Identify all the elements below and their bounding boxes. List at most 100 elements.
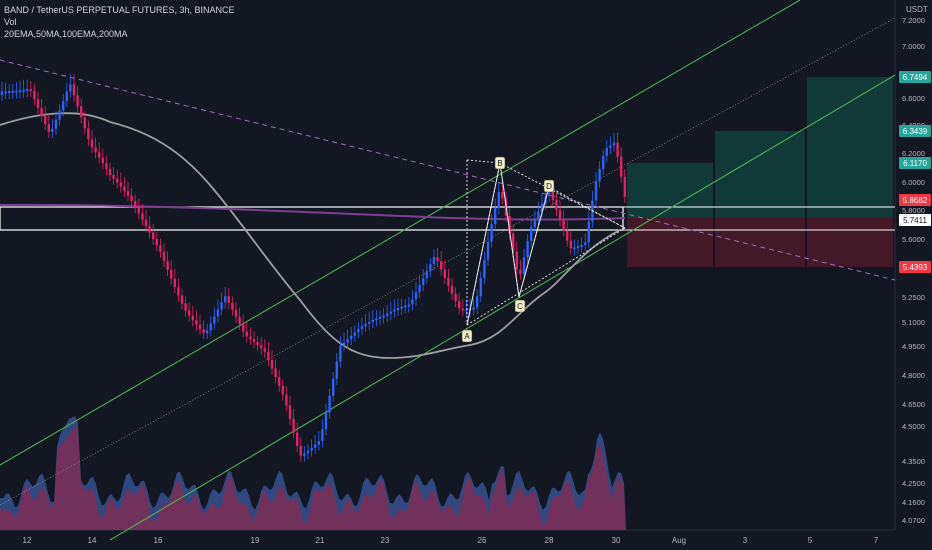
candle-body [497,192,500,209]
time-tick: 26 [478,536,487,545]
price-tick: 5.2500 [902,293,925,302]
time-tick: 30 [612,536,621,545]
candle-body [360,326,364,329]
candle-body [576,246,580,249]
candle-body [537,211,540,220]
candle-body [616,142,619,157]
candle-body [263,348,266,352]
candlesticks[interactable] [0,74,626,462]
time-tick: 28 [545,536,554,545]
candle-body [486,241,490,260]
candle-body [29,89,32,92]
candle-body [332,378,335,396]
candle-body [371,319,374,322]
candle-body [278,377,281,386]
candle-body [573,247,576,250]
candle-body [605,148,608,156]
candle-body [346,339,349,343]
candle-body [321,429,324,442]
time-tick: 19 [251,536,260,545]
candle-body [137,207,140,214]
position-zones[interactable] [627,77,893,267]
candle-body [36,99,40,108]
candle-body [317,441,320,445]
candle-body [44,116,47,125]
price-marker [899,71,931,83]
candle-body [33,90,36,100]
candle-body [494,208,497,225]
candle-body [526,240,529,258]
volume-legend[interactable]: Vol [4,17,17,27]
price-tick: 6.0000 [902,178,925,187]
channel-mid[interactable] [0,17,896,506]
candle-body [515,251,518,270]
candle-body [411,299,414,305]
pattern-point-label: C [517,302,523,311]
candle-body [519,269,522,275]
candle-body [69,84,72,92]
candle-body [458,301,461,309]
candle-body [382,315,385,318]
channel-lower[interactable] [109,74,896,541]
indicators-legend[interactable]: 20EMA,50MA,100EMA,200MA [4,29,128,39]
symbol-title[interactable]: BAND / TetherUS PERPETUAL FUTURES, 3h, B… [4,5,235,15]
stop-zone-2[interactable] [715,218,805,267]
downtrend-line[interactable] [0,59,896,281]
candle-body [612,142,616,146]
stop-zone-3[interactable] [807,218,893,267]
price-tick: 6.2000 [902,149,925,158]
abcd-pattern[interactable] [466,159,626,326]
price-tick: 4.9500 [902,342,925,351]
candle-body [404,305,407,308]
time-tick: 3 [743,536,748,545]
candle-body [11,90,14,93]
channel-upper[interactable] [0,0,801,466]
price-axis-currency: USDT [906,5,928,14]
candle-body [256,341,259,345]
price-marker-label: 6.3439 [903,127,928,136]
candle-body [425,271,428,279]
price-tick: 4.6500 [902,400,925,409]
pattern-point-d [543,179,555,193]
candle-body [270,359,274,369]
candle-body [98,152,101,158]
chart-legend: BAND / TetherUS PERPETUAL FUTURES, 3h, B… [4,4,235,40]
candle-body [465,309,468,312]
candle-body [393,309,396,312]
candle-body [4,91,7,94]
candle-body [454,293,457,302]
candle-body [533,219,536,228]
price-marker [899,214,931,226]
candle-body [522,257,526,275]
price-marker-label: 6.1170 [903,159,927,168]
candle-body [342,342,346,346]
candle-body [76,95,79,107]
candle-body [407,304,410,307]
candle-body [238,316,241,324]
price-marker [899,157,931,169]
time-tick: 23 [381,536,390,545]
candle-body [220,302,223,310]
candle-body [144,219,148,227]
candle-body [54,119,58,129]
candle-body [252,339,256,342]
candle-body [101,157,104,164]
candle-body [130,195,133,201]
candle-body [335,361,338,379]
price-tick: 5.8000 [902,206,925,215]
time-axis[interactable]: 12 14 16 19 21 23 26 28 30 Aug 3 5 7 [0,529,895,545]
candle-body [58,110,61,120]
candle-body [551,189,554,200]
stop-zone-1[interactable] [627,218,713,267]
candle-body [620,156,623,177]
target-zone-3[interactable] [807,77,893,218]
candle-body [389,311,392,314]
candle-body [231,302,234,310]
target-zone-2[interactable] [715,131,805,218]
moving-average-gray [0,112,621,359]
candle-body [490,224,493,242]
candle-body [558,210,562,221]
candle-body [123,186,126,192]
candle-body [476,296,479,308]
